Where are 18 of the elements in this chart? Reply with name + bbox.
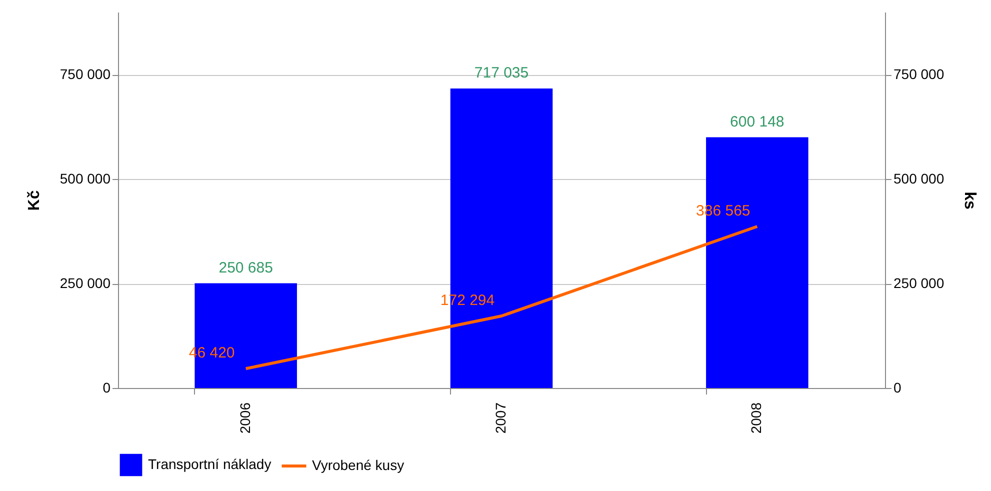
- y-tick-label: 0: [102, 380, 111, 396]
- y-tick-label: 750 000: [60, 66, 111, 82]
- legend-label: Vyrobené kusy: [312, 457, 404, 473]
- y2-tick-label: 250 000: [894, 275, 944, 292]
- x-tick-label: 2008: [748, 402, 764, 434]
- y2-tick-label: 750 000: [894, 66, 944, 82]
- legend-label: Transportní náklady: [148, 456, 272, 472]
- x-tick-label: 2006: [236, 402, 253, 434]
- y2-tick-label: 500 000: [894, 170, 944, 187]
- data-label: 600 148: [730, 113, 784, 130]
- y2-axis-title: ks: [961, 192, 978, 210]
- y2-tick-label: 0: [894, 380, 902, 396]
- data-label: 717 035: [474, 64, 529, 82]
- y-tick-label: 250 000: [60, 275, 111, 292]
- data-label: 250 685: [218, 259, 273, 276]
- x-tick-label: 2007: [492, 402, 508, 434]
- y-axis-title: Kč: [26, 190, 43, 211]
- y-tick-label: 500 000: [60, 170, 111, 187]
